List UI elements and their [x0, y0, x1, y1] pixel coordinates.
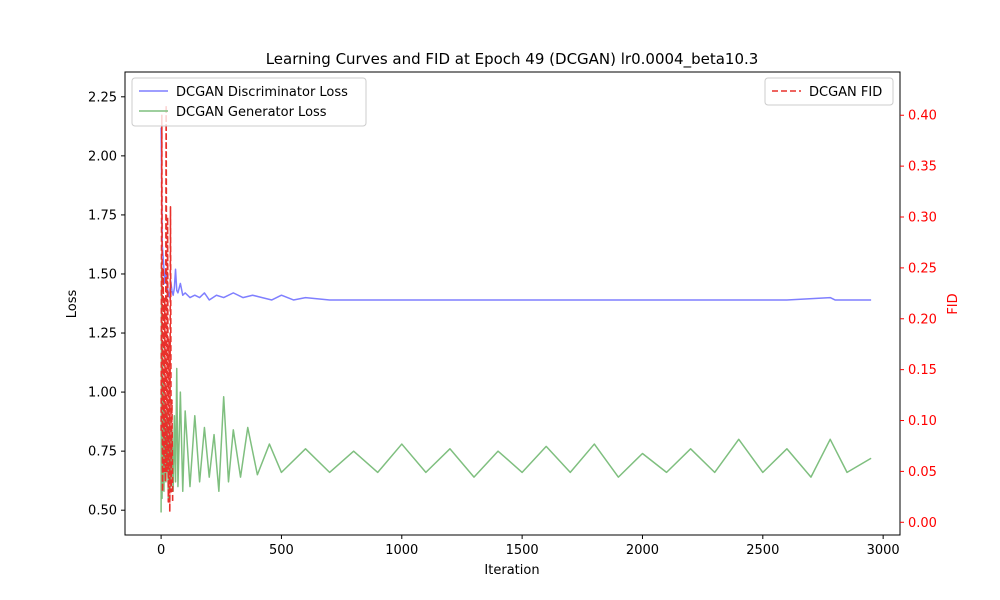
x-axis-title: Iteration — [484, 563, 539, 578]
legend-generator-label: DCGAN Generator Loss — [176, 105, 327, 120]
legend-right: DCGAN FID — [764, 77, 894, 106]
y-left-tick-label: 2.00 — [88, 149, 117, 164]
y-left-tick-label: 1.75 — [88, 208, 117, 223]
x-tick-label: 2500 — [746, 543, 779, 558]
y-right-tick-label: 0.15 — [908, 363, 937, 378]
x-axis: 0 500 1000 1500 2000 2500 3000 — [157, 535, 900, 558]
y-right-tick-label: 0.40 — [908, 109, 937, 124]
y-left-tick-label: 0.50 — [88, 504, 117, 519]
plot-frame — [124, 71, 901, 536]
fid-line — [160, 104, 174, 513]
plot-area: 0 500 1000 1500 2000 2500 3000 0.50 0.75 1.00 1.2… — [88, 71, 937, 558]
x-tick-label: 1500 — [506, 543, 539, 558]
y-right-tick-label: 0.20 — [908, 312, 937, 327]
legend-left-box — [131, 77, 367, 127]
y-axis-right: 0.00 0.05 0.10 0.15 0.20 0.25 0.30 0.35 0.40 — [900, 109, 937, 531]
y-left-tick-label: 1.00 — [88, 386, 117, 401]
y-axis-left: 0.50 0.75 1.00 1.25 1.50 1.75 2.00 2.25 — [88, 90, 125, 519]
x-tick-label: 0 — [157, 543, 165, 558]
series-layer — [160, 104, 872, 513]
y-right-tick-label: 0.30 — [908, 211, 937, 226]
y-right-tick-label: 0.35 — [908, 160, 937, 175]
y-right-tick-label: 0.00 — [908, 516, 937, 531]
y-left-tick-label: 2.25 — [88, 90, 117, 105]
y-axis-right-title: FID — [946, 293, 961, 314]
x-tick-label: 2000 — [626, 543, 659, 558]
y-left-tick-label: 0.75 — [88, 445, 117, 460]
legend-right-box — [764, 77, 894, 106]
y-right-tick-label: 0.10 — [908, 414, 937, 429]
y-left-tick-label: 1.25 — [88, 327, 117, 342]
legend-left: DCGAN Discriminator Loss DCGAN Generator… — [131, 77, 367, 127]
y-axis-left-title: Loss — [65, 290, 80, 319]
y-right-tick-label: 0.25 — [908, 261, 937, 276]
legend-fid-label: DCGAN FID — [809, 85, 882, 100]
legend-discriminator-label: DCGAN Discriminator Loss — [176, 85, 348, 100]
y-left-tick-label: 1.50 — [88, 267, 117, 282]
y-right-tick-label: 0.05 — [908, 465, 937, 480]
chart-title: Learning Curves and FID at Epoch 49 (DCG… — [266, 50, 759, 69]
x-tick-label: 3000 — [867, 543, 900, 558]
x-tick-label: 1000 — [385, 543, 418, 558]
x-tick-label: 500 — [269, 543, 294, 558]
